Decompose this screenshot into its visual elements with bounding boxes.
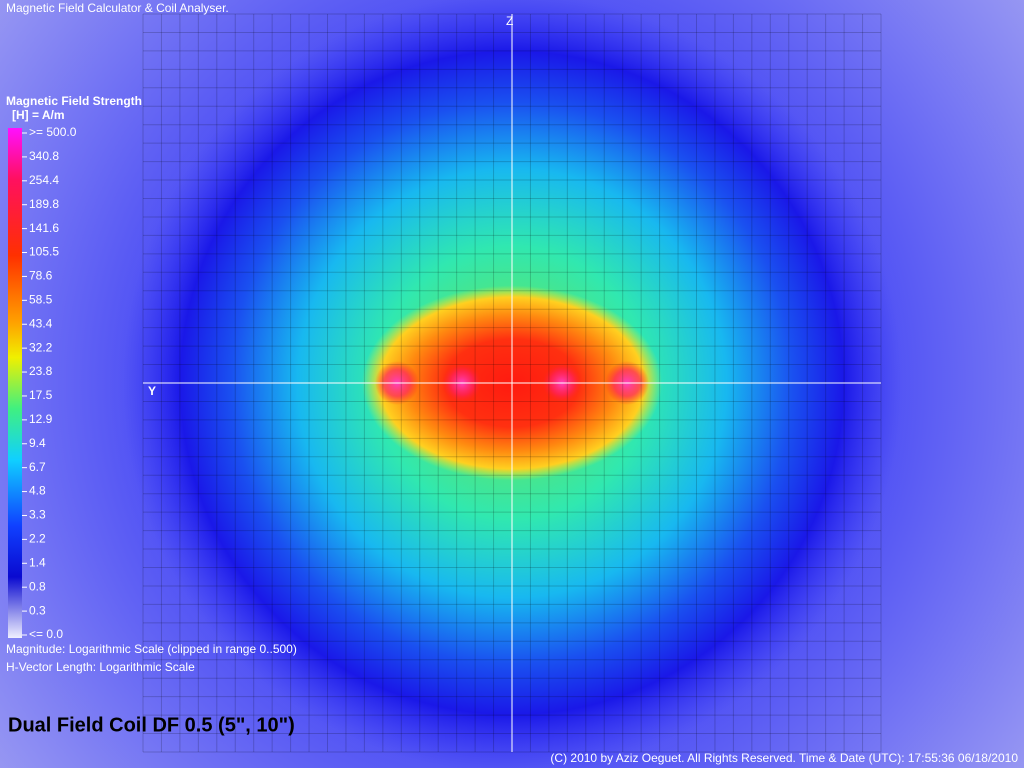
legend-label: 9.4 bbox=[29, 436, 46, 450]
legend-label: 254.4 bbox=[29, 173, 59, 187]
z-label: Z bbox=[506, 14, 513, 28]
legend-unit: [H] = A/m bbox=[12, 108, 65, 122]
footer: (C) 2010 by Aziz Oeguet. All Rights Rese… bbox=[550, 751, 1018, 765]
legend-label: 78.6 bbox=[29, 269, 53, 283]
legend-label: 43.4 bbox=[29, 316, 53, 330]
legend-label: 4.8 bbox=[29, 484, 46, 498]
legend-label: 23.8 bbox=[29, 364, 53, 378]
app-title: Magnetic Field Calculator & Coil Analyse… bbox=[6, 1, 229, 15]
color-bar bbox=[8, 128, 22, 638]
y-label: Y bbox=[148, 384, 156, 398]
legend-label: 105.5 bbox=[29, 245, 59, 259]
legend-label: 189.8 bbox=[29, 197, 59, 211]
legend-label: 6.7 bbox=[29, 460, 46, 474]
legend-label: 141.6 bbox=[29, 221, 59, 235]
note: Magnitude: Logarithmic Scale (clipped in… bbox=[6, 642, 297, 656]
legend-title: Magnetic Field Strength bbox=[6, 94, 142, 108]
legend-label: 32.2 bbox=[29, 340, 53, 354]
legend-label: >= 500.0 bbox=[29, 125, 77, 139]
legend-label: <= 0.0 bbox=[29, 627, 63, 641]
legend-labels: >= 500.0 340.8 254.4 189.8 141.6 105.5 78.6 58.… bbox=[22, 125, 77, 641]
legend-label: 3.3 bbox=[29, 508, 46, 522]
legend-label: 2.2 bbox=[29, 532, 46, 546]
legend-label: 340.8 bbox=[29, 149, 59, 163]
legend-label: 12.9 bbox=[29, 412, 53, 426]
legend-label: 1.4 bbox=[29, 555, 46, 569]
note: H-Vector Length: Logarithmic Scale bbox=[6, 660, 195, 674]
legend-label: 0.8 bbox=[29, 579, 46, 593]
legend-label: 0.3 bbox=[29, 603, 46, 617]
coil-name: Dual Field Coil DF 0.5 (5", 10") bbox=[8, 714, 295, 736]
legend-label: 17.5 bbox=[29, 388, 53, 402]
legend-label: 58.5 bbox=[29, 293, 53, 307]
